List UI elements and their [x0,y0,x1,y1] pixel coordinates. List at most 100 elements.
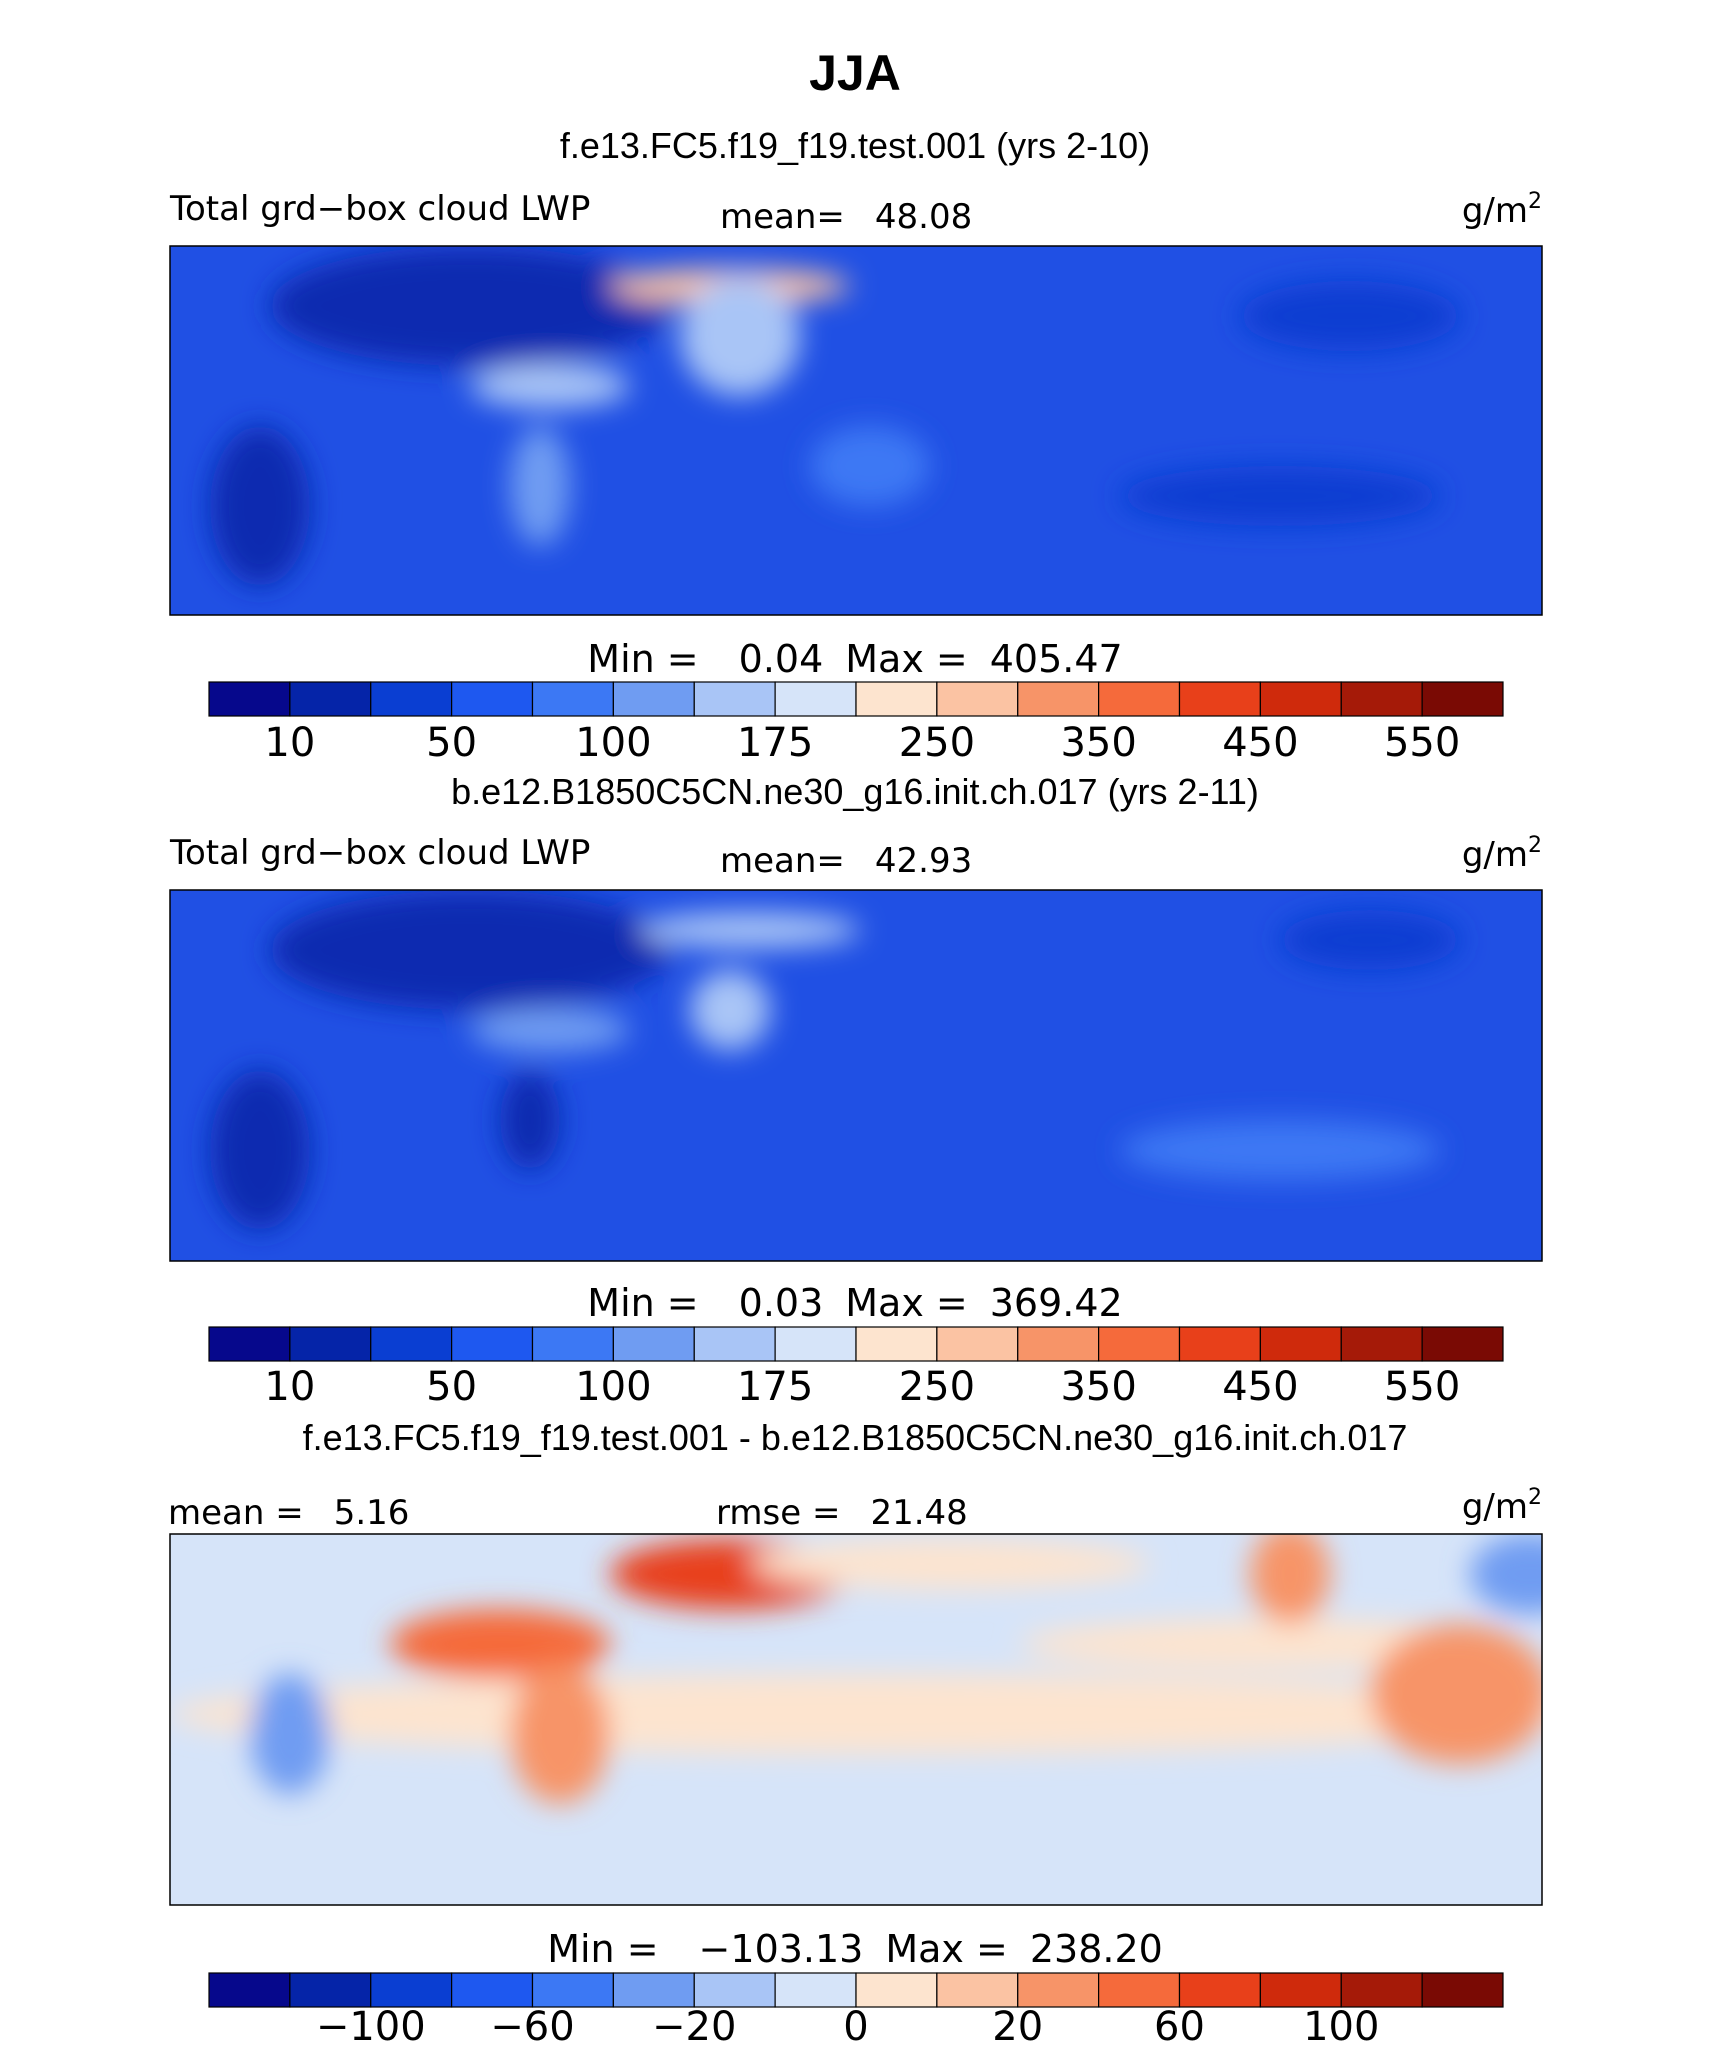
colorbar-box [1017,681,1100,717]
map-feature [500,1070,560,1170]
map-feature [1120,466,1440,526]
field-label: Total grd−box cloud LWP [169,833,590,873]
colorbar-box [612,681,695,717]
colorbar-tick-label: 175 [737,1364,813,1410]
colorbar-box [612,1326,695,1362]
colorbar-tick-label: 350 [1060,720,1136,766]
min-max: Min = 0.04 Max = 405.47 [587,637,1122,681]
map [170,890,1542,1261]
map-feature [690,970,770,1050]
max-label: Max = [885,1927,1007,1971]
stat: mean= 42.93 [720,841,972,881]
map-feature [750,1539,1150,1589]
min-label: Min = [547,1927,658,1971]
colorbar-box [693,1326,776,1362]
colorbar-box [1421,681,1504,717]
colorbar-box [289,681,372,717]
colorbar-box [936,681,1019,717]
map-feature [470,1008,630,1052]
colorbar-box [1098,1972,1181,2008]
colorbar-tick-label: 250 [899,720,975,766]
colorbar-box [531,681,614,717]
field-label: Total grd−box cloud LWP [169,189,590,229]
colorbar-box [208,1326,291,1362]
colorbar-box [531,1326,614,1362]
colorbar-box [1340,681,1423,717]
min-max: Min = −103.13 Max = 238.20 [547,1927,1163,1971]
panel-subtitle: f.e13.FC5.f19_f19.test.001 - b.e12.B1850… [303,1417,1408,1458]
colorbar-box [855,1326,938,1362]
colorbar-tick-label: 50 [426,720,477,766]
colorbar-tick-label: 250 [899,1364,975,1410]
map-feature [170,1674,1542,1754]
colorbar-box [1421,1972,1504,2008]
map-feature [1250,1534,1330,1624]
units-text: g/m [1462,1487,1528,1527]
units-sup: 2 [1528,833,1542,858]
colorbar-box [1340,1972,1423,2008]
colorbar-box [1178,1326,1261,1362]
max-label: Max = [845,1281,967,1325]
colorbar-box [1259,1326,1342,1362]
colorbar-box [1178,1972,1261,2008]
max-value: 405.47 [990,637,1123,681]
colorbar-box [693,681,776,717]
colorbar-tick-label: 10 [264,1364,315,1410]
map-features [210,246,1460,586]
colorbar-tick-label: 0 [843,2004,868,2048]
map-feature [810,426,930,506]
colorbar-box [1098,681,1181,717]
colorbar-tick-label: 100 [575,1364,651,1410]
units: g/m2 [1462,833,1542,875]
colorbar-box [1421,1326,1504,1362]
colorbar-box [1017,1326,1100,1362]
stat-label: rmse = [716,1493,840,1533]
colorbar-box [208,1972,291,2008]
colorbar-tick-label: 550 [1384,1364,1460,1410]
units-text: g/m [1462,191,1528,231]
map [170,1534,1542,1905]
colorbar-box [1259,681,1342,717]
units: g/m2 [1462,189,1542,231]
min-value: 0.04 [739,637,824,681]
title: JJA [809,45,901,101]
colorbar-box [1259,1972,1342,2008]
stat-label: mean= [720,197,845,237]
colorbar-box [208,681,291,717]
units-sup: 2 [1528,189,1542,214]
min-value: 0.03 [739,1281,824,1325]
map-feature [270,246,670,366]
min-value: −103.13 [699,1927,864,1971]
colorbar-box [936,1326,1019,1362]
map-features [170,1534,1542,1804]
colorbar-box [612,1972,695,2008]
colorbar-tick-label: 50 [426,1364,477,1410]
colorbar-box [936,1972,1019,2008]
units-text: g/m [1462,835,1528,875]
map-frame [169,245,1543,616]
map-features [210,890,1460,1230]
stat: mean = 5.16 [168,1493,409,1533]
colorbar-tick-label: 10 [264,720,315,766]
colorbar-tick-label: 100 [1303,2004,1379,2048]
map-feature [1240,281,1460,351]
stat-value: 5.16 [334,1493,410,1533]
colorbar-box [774,681,857,717]
colorbar-tick-label: 60 [1154,2004,1205,2048]
colorbar-box [1098,1326,1181,1362]
map-feature [1120,1120,1440,1180]
colorbar-box [370,681,453,717]
panel-subtitle: f.e13.FC5.f19_f19.test.001 (yrs 2-10) [560,125,1150,166]
panel-subtitle: b.e12.B1850C5CN.ne30_g16.init.ch.017 (yr… [451,771,1259,812]
colorbar-box [289,1972,372,2008]
stat-label: mean = [168,1493,304,1533]
map-feature [250,1674,330,1794]
max-value: 238.20 [1030,1927,1163,1971]
colorbar-tick-label: 550 [1384,720,1460,766]
min-label: Min = [587,1281,698,1325]
map-feature [640,912,860,948]
map-feature [270,890,670,1010]
stat-value: 48.08 [875,197,972,237]
colorbar-box [289,1326,372,1362]
